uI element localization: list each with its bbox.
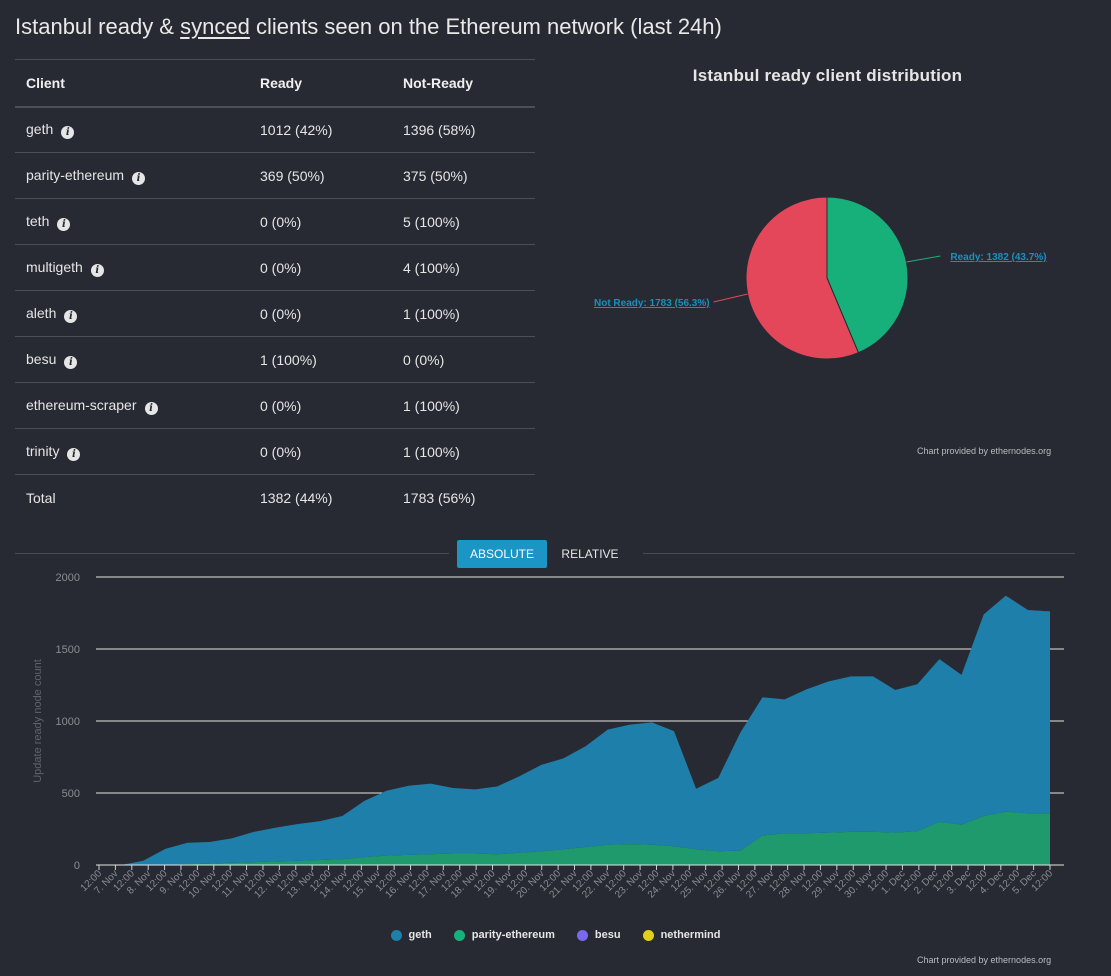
pie-credit[interactable]: Chart provided by ethernodes.org: [917, 446, 1052, 456]
client-cell: ethereum-scraper i: [15, 382, 249, 429]
legend-label-geth: geth: [408, 929, 432, 941]
relative-button[interactable]: RELATIVE: [561, 547, 619, 561]
not-ready-cell: 4 (100%): [392, 244, 535, 291]
title-prefix: Istanbul ready &: [15, 14, 181, 39]
ready-cell: 0 (0%): [249, 198, 392, 245]
table-row: ethereum-scraper i 0 (0%) 1 (100%): [15, 382, 535, 429]
client-cell: aleth i: [15, 290, 249, 337]
client-cell: trinity i: [15, 428, 249, 475]
ready-cell: 0 (0%): [249, 428, 392, 475]
ready-cell: 0 (0%): [249, 244, 392, 291]
client-name: ethereum-scraper: [26, 396, 137, 413]
client-name: multigeth: [26, 258, 83, 275]
legend-label-nethermind: nethermind: [660, 929, 721, 941]
legend-marker-parity: [453, 929, 465, 941]
legend-item-besu[interactable]: besu: [576, 929, 621, 941]
ready-cell: 1 (100%): [249, 336, 392, 383]
client-cell: parity-ethereum i: [15, 152, 249, 199]
pie-chart-title: Istanbul ready client distribution: [692, 66, 963, 85]
not-ready-cell: 1 (100%): [392, 428, 535, 475]
pie-connector-ready: [906, 255, 941, 263]
header-client: Client: [15, 59, 249, 108]
legend-label-besu: besu: [594, 929, 621, 941]
area-credit[interactable]: Chart provided by ethernodes.org: [917, 955, 1052, 965]
toggle-divider-left: [15, 553, 449, 554]
not-ready-cell: 1 (100%): [392, 290, 535, 337]
client-name: aleth: [26, 304, 57, 321]
total-label: Total: [26, 489, 56, 506]
client-table-body: geth i 1012 (42%) 1396 (58%) parity-ether…: [15, 106, 535, 521]
not-ready-cell: 0 (0%): [392, 336, 535, 383]
info-icon[interactable]: i: [61, 125, 75, 139]
client-name: besu: [26, 350, 57, 367]
not-ready-cell: 1396 (58%): [392, 106, 535, 153]
pie-label-not-ready: Not Ready: 1783 (56.3%): [594, 298, 710, 309]
client-cell: multigeth i: [15, 244, 249, 291]
info-icon[interactable]: i: [67, 447, 81, 461]
table-row: multigeth i 0 (0%) 4 (100%): [15, 244, 535, 291]
y-tick-label: 1500: [56, 644, 80, 656]
table-row: geth i 1012 (42%) 1396 (58%): [15, 106, 535, 153]
total-not-ready: 1783 (56%): [403, 489, 476, 506]
not-ready-cell: 375 (50%): [392, 152, 535, 199]
area-series-geth: [99, 595, 1050, 865]
client-table: Client Ready Not-Ready geth i 1012 (42%) …: [15, 59, 535, 521]
legend-item-parity[interactable]: parity-ethereum: [453, 929, 555, 941]
not-ready-cell: 5 (100%): [392, 198, 535, 245]
info-icon[interactable]: i: [90, 263, 104, 277]
legend-label-parity: parity-ethereum: [471, 929, 555, 941]
y-tick-label: 1000: [56, 716, 80, 728]
table-total-row: Total 1382 (44%) 1783 (56%): [15, 475, 535, 521]
table-header-row: Client Ready Not-Ready: [15, 59, 535, 108]
client-name: parity-ethereum: [26, 166, 125, 183]
legend-item-geth[interactable]: geth: [390, 929, 432, 941]
chart-legend: geth parity-ethereum besu nethermind: [0, 929, 1111, 941]
pie-connector-not-ready: [713, 293, 748, 303]
title-suffix: clients seen on the Ethereum network (la…: [249, 14, 722, 39]
table-row: besu i 1 (100%) 0 (0%): [15, 336, 535, 383]
header-ready: Ready: [249, 59, 392, 108]
pie-label-ready: Ready: 1382 (43.7%): [950, 252, 1046, 263]
toggle-divider-right: [643, 553, 1075, 554]
info-icon[interactable]: i: [64, 309, 78, 323]
y-axis-title: Update ready node count: [32, 659, 44, 783]
legend-marker-besu: [576, 929, 588, 941]
client-name: geth: [26, 120, 54, 137]
header-not-ready: Not-Ready: [392, 59, 535, 108]
client-cell: teth i: [15, 198, 249, 245]
synced-link[interactable]: synced: [180, 14, 250, 39]
y-tick-label: 0: [74, 860, 80, 872]
pie-slice-not-ready: [745, 196, 860, 360]
ready-cell: 369 (50%): [249, 152, 392, 199]
area-series-parity-ethereum: [99, 811, 1050, 865]
info-icon[interactable]: i: [57, 217, 71, 231]
table-row: teth i 0 (0%) 5 (100%): [15, 198, 535, 245]
table-row: aleth i 0 (0%) 1 (100%): [15, 290, 535, 337]
y-tick-label: 2000: [56, 572, 80, 584]
ready-cell: 0 (0%): [249, 382, 392, 429]
pie-chart: Ready: 1382 (43.7%) Not Ready: 1783 (56.3…: [594, 196, 1047, 360]
client-cell: geth i: [15, 106, 249, 153]
not-ready-cell: 1 (100%): [392, 382, 535, 429]
ready-cell: 0 (0%): [249, 290, 392, 337]
total-ready: 1382 (44%): [260, 489, 333, 506]
absolute-button[interactable]: ABSOLUTE: [457, 540, 547, 568]
legend-marker-nethermind: [642, 929, 654, 941]
info-icon[interactable]: i: [64, 355, 78, 369]
client-name: teth: [26, 212, 50, 229]
legend-item-nethermind[interactable]: nethermind: [642, 929, 721, 941]
y-tick-label: 500: [62, 788, 80, 800]
info-icon[interactable]: i: [132, 171, 146, 185]
client-cell: besu i: [15, 336, 249, 383]
table-row: trinity i 0 (0%) 1 (100%): [15, 428, 535, 475]
ready-cell: 1012 (42%): [249, 106, 392, 153]
table-row: parity-ethereum i 369 (50%) 375 (50%): [15, 152, 535, 199]
info-icon[interactable]: i: [144, 401, 158, 415]
legend-marker-geth: [390, 929, 402, 941]
client-name: trinity: [26, 442, 60, 459]
page-title: Istanbul ready & synced clients seen on …: [15, 14, 722, 40]
